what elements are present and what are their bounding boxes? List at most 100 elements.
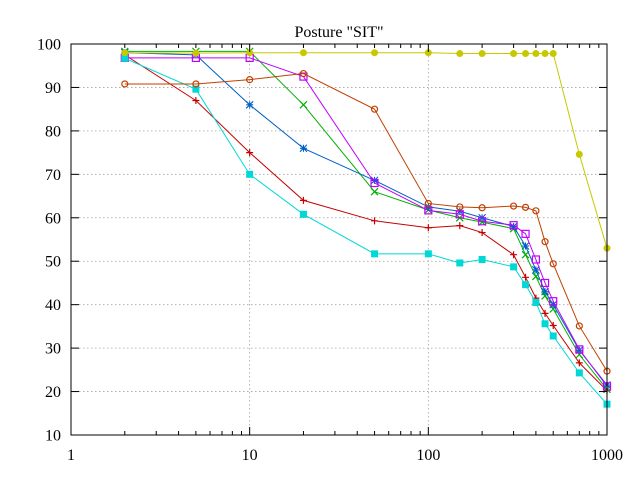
series-line — [124, 57, 608, 387]
data-point — [521, 229, 530, 238]
x-tick-label: 100 — [416, 447, 440, 464]
data-point — [246, 76, 254, 84]
data-point — [509, 202, 518, 210]
data-point — [541, 309, 549, 317]
data-point — [510, 263, 518, 271]
data-point — [246, 49, 254, 57]
data-point — [549, 322, 557, 330]
y-tick-label: 70 — [45, 167, 61, 184]
data-point — [371, 49, 379, 57]
x-tick-label: 1000 — [591, 447, 623, 464]
data-point — [531, 272, 540, 281]
data-point — [522, 50, 530, 58]
data-point — [299, 49, 307, 57]
data-point — [478, 204, 486, 212]
x-tick-label: 1 — [67, 447, 75, 464]
data-point — [370, 176, 379, 185]
data-point — [522, 273, 530, 281]
data-point — [456, 50, 464, 58]
y-tick-label: 50 — [45, 254, 61, 271]
data-point — [532, 207, 540, 215]
y-tick-label: 40 — [45, 297, 61, 314]
data-point — [532, 298, 540, 306]
data-point — [531, 255, 541, 264]
data-point — [549, 332, 557, 340]
data-point — [478, 50, 486, 58]
data-point — [478, 255, 486, 263]
data-point — [456, 259, 464, 267]
data-point — [532, 50, 540, 58]
series-group — [120, 47, 612, 408]
data-point — [299, 100, 308, 109]
data-point — [370, 187, 379, 196]
data-point — [192, 85, 200, 93]
data-point — [521, 242, 530, 250]
data-point — [299, 144, 308, 153]
data-point — [478, 229, 486, 237]
y-tick-label: 100 — [37, 37, 61, 54]
data-point — [541, 320, 549, 328]
data-point — [299, 196, 307, 204]
data-point — [522, 281, 530, 289]
grid-lines — [71, 44, 607, 435]
y-tick-label: 10 — [45, 428, 61, 445]
data-point — [121, 49, 129, 57]
data-point — [532, 266, 540, 274]
data-point — [575, 150, 583, 158]
data-series — [121, 69, 611, 375]
series-line — [124, 52, 608, 386]
data-point — [509, 221, 518, 230]
series-line — [124, 57, 608, 405]
data-point — [192, 80, 200, 88]
data-point — [299, 69, 308, 78]
data-point — [424, 49, 432, 57]
data-point — [541, 238, 549, 246]
data-point — [192, 96, 200, 104]
chart-title: Posture "SIT" — [294, 24, 383, 41]
data-point — [521, 203, 530, 211]
data-point — [192, 49, 200, 57]
data-point — [575, 346, 584, 355]
data-point — [549, 50, 557, 58]
data-point — [424, 224, 432, 232]
x-tick-label: 10 — [242, 447, 258, 464]
data-point — [455, 210, 464, 219]
y-tick-label: 30 — [45, 341, 61, 358]
data-point — [246, 149, 254, 157]
data-point — [424, 250, 432, 258]
data-series — [121, 49, 611, 252]
series-line — [124, 52, 608, 249]
axis-ticks — [70, 43, 608, 436]
data-point — [456, 203, 464, 211]
data-point — [371, 250, 379, 258]
data-point — [478, 217, 487, 226]
data-point — [510, 251, 518, 259]
data-point — [371, 217, 379, 225]
data-point — [549, 260, 557, 268]
data-point — [541, 287, 549, 296]
data-point — [540, 278, 550, 288]
data-point — [575, 359, 583, 367]
y-tick-label: 60 — [45, 210, 61, 227]
data-point — [121, 80, 129, 88]
data-point — [509, 222, 518, 231]
series-line — [124, 73, 608, 372]
data-series — [121, 51, 611, 395]
data-point — [121, 54, 129, 62]
data-point — [549, 297, 558, 306]
data-point — [370, 178, 379, 188]
data-point — [245, 100, 254, 109]
data-point — [246, 170, 254, 178]
y-tick-label: 20 — [45, 384, 61, 401]
data-point — [370, 105, 379, 113]
plot-frame — [70, 43, 608, 436]
data-point — [575, 322, 583, 330]
data-series — [121, 54, 611, 408]
data-point — [575, 345, 584, 354]
y-tick-label: 90 — [45, 80, 61, 97]
data-point — [299, 210, 307, 218]
data-point — [510, 50, 518, 58]
y-tick-label: 80 — [45, 123, 61, 140]
